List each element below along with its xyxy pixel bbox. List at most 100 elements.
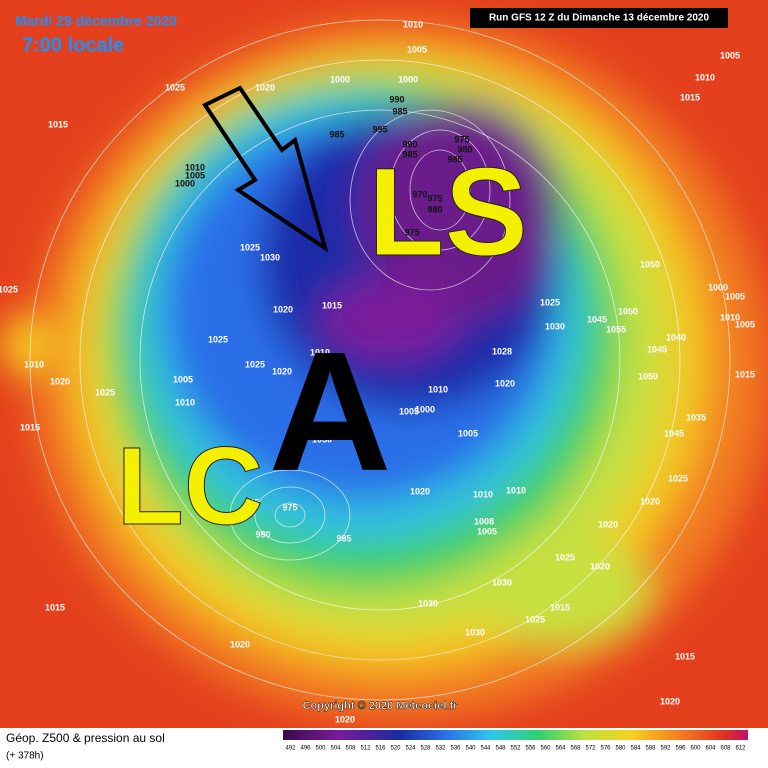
pressure-label: 1020	[410, 486, 430, 496]
pressure-label: 1030	[260, 252, 280, 262]
pressure-label: 1015	[48, 119, 68, 129]
pressure-label: 1020	[255, 82, 275, 92]
pressure-label: 985	[244, 497, 259, 507]
pressure-label: 1015	[675, 651, 695, 661]
pressure-label: 1045	[587, 314, 607, 324]
pressure-label: 1025	[540, 297, 560, 307]
pressure-label: 1008	[474, 516, 494, 526]
pressure-label: 1030	[312, 434, 332, 444]
pressure-label: 975	[282, 502, 297, 512]
pressure-label: 1050	[618, 306, 638, 316]
pressure-label: 1000	[398, 74, 418, 84]
scale-label: 612	[735, 746, 746, 752]
pressure-label: 1000	[415, 404, 435, 414]
pressure-label: 1020	[335, 714, 355, 724]
scale-label: 552	[510, 746, 521, 752]
pressure-label: 1010	[175, 397, 195, 407]
pressure-label: 1010	[473, 489, 493, 499]
pressure-label: 1005	[173, 374, 193, 384]
scale-label: 524	[405, 746, 416, 752]
scale-label: 596	[675, 746, 686, 752]
pressure-label: 985	[336, 533, 351, 543]
pressure-label: 1020	[272, 366, 292, 376]
pressure-label: 970	[412, 189, 427, 199]
scale-label: 528	[420, 746, 431, 752]
pressure-label: 1030	[418, 598, 438, 608]
pressure-label: 985	[402, 149, 417, 159]
scale-label: 556	[525, 746, 536, 752]
pressure-label: 1025	[668, 473, 688, 483]
scale-label: 588	[645, 746, 656, 752]
scale-label: 532	[435, 746, 446, 752]
arrow	[202, 85, 329, 253]
pressure-label: 1005	[477, 526, 497, 536]
scale-label: 608	[720, 746, 731, 752]
scale-label: 604	[705, 746, 716, 752]
annotation-a: A	[269, 317, 392, 507]
scale-label: 544	[480, 746, 491, 752]
scale-label: 592	[660, 746, 671, 752]
pressure-label: 985	[447, 154, 462, 164]
scale-label: 500	[315, 746, 326, 752]
pressure-label: 1030	[465, 627, 485, 637]
pressure-label: 995	[372, 124, 387, 134]
pressure-label: 1020	[495, 378, 515, 388]
pressure-label: 1010	[506, 485, 526, 495]
pressure-label: 1010	[403, 19, 423, 29]
scale-label: 516	[375, 746, 386, 752]
scale-label: 600	[690, 746, 701, 752]
pressure-label: 1010	[428, 384, 448, 394]
pressure-label: 1005	[399, 406, 419, 416]
pressure-label: 1050	[640, 259, 660, 269]
pressure-label: 1025	[525, 614, 545, 624]
scale-labels: 492 496 500 504 508 512 516 520 524 528 532 536 540 5…	[285, 746, 746, 752]
field	[0, 20, 768, 720]
pressure-label: 1020	[660, 696, 680, 706]
footer-lead: (+ 378h)	[6, 751, 44, 762]
pressure-label: 1005	[185, 170, 205, 180]
pressure-label: 1025	[165, 82, 185, 92]
scale-label: 548	[495, 746, 506, 752]
pressure-label: 1025	[0, 284, 18, 294]
scale-label: 580	[615, 746, 626, 752]
pressure-label: 1005	[458, 428, 478, 438]
pressure-label: 1000	[330, 74, 350, 84]
scale-label: 508	[345, 746, 356, 752]
scale-label: 520	[390, 746, 401, 752]
pressure-label: 1015	[735, 369, 755, 379]
pressure-label: 1005	[720, 50, 740, 60]
pressure-label: 1045	[664, 428, 684, 438]
scale-label: 584	[630, 746, 641, 752]
pressure-label: 1005	[407, 44, 427, 54]
pressure-label: 1010	[720, 312, 740, 322]
pressure-label: 990	[389, 94, 404, 104]
footer-title: Géop. Z500 & pression au sol	[6, 731, 165, 745]
scale-label: 512	[360, 746, 371, 752]
pressure-label: 1010	[310, 347, 330, 357]
pressure-label: 975	[427, 193, 442, 203]
scale-label: 504	[330, 746, 341, 752]
scale-label: 496	[300, 746, 311, 752]
pressure-label: 1015	[550, 602, 570, 612]
pressure-label: 1025	[555, 552, 575, 562]
pressure-label: 1015	[322, 300, 342, 310]
pressure-label: 1020	[598, 519, 618, 529]
pressure-label: 985	[392, 106, 407, 116]
color-scale	[283, 730, 748, 740]
pressure-label: 1030	[492, 577, 512, 587]
pressure-label: 1035	[686, 412, 706, 422]
run-info: Run GFS 12 Z du Dimanche 13 décembre 202…	[489, 13, 710, 24]
pressure-label: 1020	[230, 639, 250, 649]
pressure-label: 1030	[545, 321, 565, 331]
pressure-label: 980	[255, 529, 270, 539]
pressure-label: 1010	[695, 72, 715, 82]
pressure-label: 1025	[245, 359, 265, 369]
annotation-lc: LC	[117, 425, 264, 548]
pressure-label: 1020	[640, 496, 660, 506]
scale-label: 564	[555, 746, 566, 752]
pressure-label: 1020	[50, 376, 70, 386]
header-time: 7:00 locale	[22, 34, 124, 56]
pressure-label: 990	[402, 139, 417, 149]
pressure-label: 1045	[647, 344, 667, 354]
pressure-label: 1005	[725, 291, 745, 301]
